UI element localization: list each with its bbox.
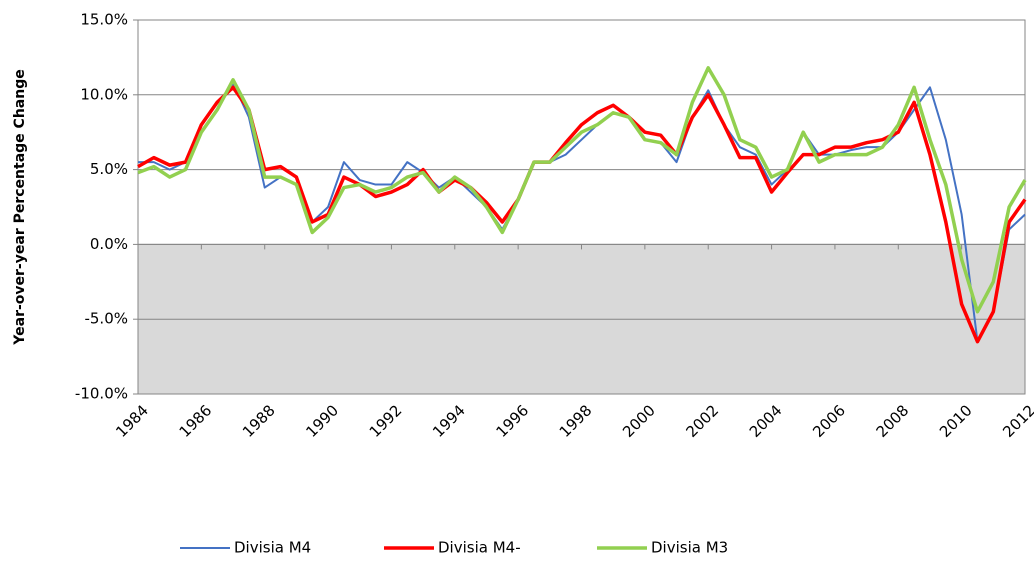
y-tick-label: 0.0%	[90, 235, 128, 253]
x-tick-label: 1984	[112, 401, 152, 441]
y-axis-label: Year-over-year Percentage Change	[12, 69, 28, 345]
series-line	[137, 85, 1027, 344]
x-tick-label: 2012	[999, 401, 1034, 441]
x-tick-label: 2004	[746, 401, 786, 441]
legend-label: Divisia M4-	[438, 539, 521, 557]
x-tick-label: 1990	[302, 401, 342, 441]
x-tick-label: 2002	[682, 401, 722, 441]
x-tick-label: 1998	[556, 401, 596, 441]
y-tick-label: 15.0%	[80, 11, 128, 29]
series-line	[137, 66, 1027, 314]
legend-label: Divisia M4	[234, 539, 311, 557]
x-tick-label: 1986	[176, 401, 216, 441]
plot-border	[137, 19, 1026, 395]
x-tick-label: 1992	[366, 401, 406, 441]
legend-label: Divisia M3	[651, 539, 728, 557]
x-tick-label: 1994	[429, 401, 469, 441]
x-tick-label: 1996	[492, 401, 532, 441]
y-tick-label: -10.0%	[75, 385, 128, 403]
x-tick-label: 2000	[619, 401, 659, 441]
x-tick-label: 2010	[936, 401, 976, 441]
y-tick-label: -5.0%	[84, 310, 128, 328]
x-tick-label: 2008	[873, 401, 913, 441]
x-tick-label: 2006	[809, 401, 849, 441]
x-tick-label: 1988	[239, 401, 279, 441]
y-tick-label: 10.0%	[80, 85, 128, 103]
y-tick-label: 5.0%	[90, 160, 128, 178]
